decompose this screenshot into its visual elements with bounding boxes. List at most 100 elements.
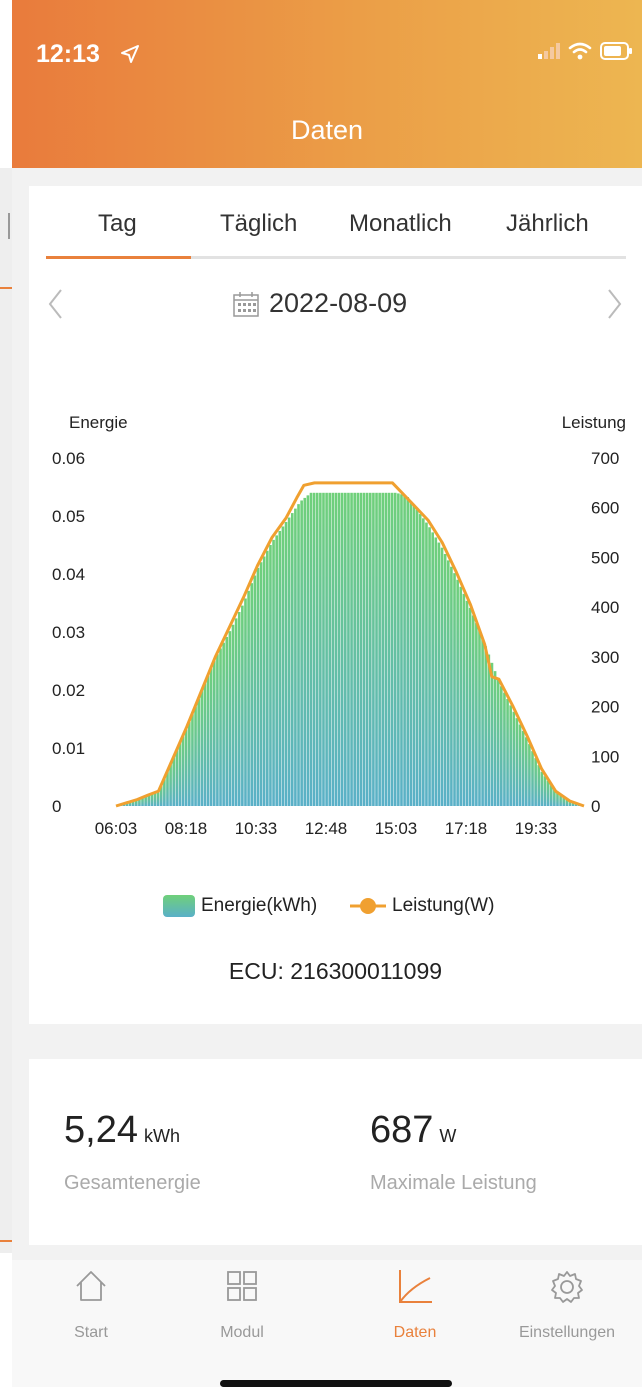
energy-bar — [169, 764, 172, 806]
energy-bar — [503, 692, 506, 806]
energy-bar — [524, 737, 528, 806]
energy-bar — [225, 636, 229, 806]
energy-bar — [490, 662, 494, 806]
energy-bar — [347, 492, 350, 806]
tab-track — [46, 256, 626, 259]
right-tick-label: 100 — [591, 747, 619, 766]
summary-card: 5,24 kWh Gesamtenergie 687 W Maximale Leis… — [29, 1059, 642, 1245]
energy-bar — [562, 797, 566, 806]
x-tick-label: 15:03 — [375, 819, 418, 838]
left-axis-title: Energie — [69, 413, 128, 432]
energy-bar — [212, 660, 216, 806]
energy-bar — [446, 560, 450, 806]
chevron-right-icon[interactable] — [604, 288, 624, 320]
energy-bar — [203, 683, 207, 806]
tab-jaehrlich[interactable]: Jährlich — [506, 210, 589, 237]
tabbar-start-label: Start — [74, 1324, 108, 1341]
energy-bar — [434, 537, 438, 806]
tab-tag[interactable]: Tag — [98, 210, 137, 237]
left-tick-label: 0.03 — [52, 623, 85, 642]
right-axis-title: Leistung — [562, 413, 626, 432]
calendar-icon[interactable] — [232, 290, 260, 318]
right-tick-label: 600 — [591, 499, 619, 518]
axis-ticks: 0.06 0.05 0.04 0.03 0.02 0.01 0 700 600 500 400 300… — [52, 449, 619, 838]
tabbar-modul[interactable]: Modul — [167, 1260, 317, 1350]
energy-bar — [543, 776, 547, 806]
right-tick-label: 700 — [591, 449, 619, 468]
energy-bar — [266, 550, 269, 806]
tab-taeglich[interactable]: Täglich — [220, 210, 298, 237]
energy-bar — [256, 567, 260, 806]
energy-bar — [219, 648, 222, 806]
x-tick-label: 08:18 — [165, 819, 208, 838]
tab-active-indicator — [46, 256, 191, 259]
chevron-left-icon[interactable] — [46, 288, 66, 320]
energy-bar — [450, 566, 453, 806]
tabbar-start[interactable]: Start — [16, 1260, 166, 1350]
energy-bar — [515, 718, 519, 806]
ecu-id: 216300011099 — [290, 958, 443, 984]
x-tick-label: 06:03 — [95, 819, 138, 838]
energy-bar — [400, 494, 403, 806]
energy-bar — [231, 624, 235, 806]
ecu-label: ECU: — [228, 958, 284, 984]
left-tick-label: 0.04 — [52, 565, 85, 584]
energy-bar — [325, 492, 328, 806]
energy-bar — [178, 743, 182, 806]
x-tick-label: 19:33 — [515, 819, 558, 838]
energy-bar — [200, 691, 204, 806]
right-tick-label: 500 — [591, 548, 619, 567]
date-label[interactable]: 2022-08-09 — [269, 288, 408, 318]
max-power-value: 687 — [370, 1109, 434, 1151]
energy-bar — [131, 801, 135, 806]
energy-bar — [440, 547, 444, 806]
max-power-unit: W — [439, 1126, 457, 1146]
tabbar-einstellungen-label: Einstellungen — [518, 1324, 616, 1341]
energy-bar — [496, 679, 500, 806]
legend-energy[interactable]: Energie(kWh) — [163, 890, 317, 922]
energy-bar — [406, 497, 410, 806]
energy-bar — [465, 600, 469, 806]
home-indicator[interactable] — [220, 1380, 452, 1387]
energy-bar — [559, 795, 562, 806]
background-divider — [8, 213, 10, 239]
tab-monatlich[interactable]: Monatlich — [349, 210, 452, 237]
energy-bar — [297, 504, 300, 806]
energy-bar — [290, 513, 294, 806]
energy-bar — [172, 757, 176, 806]
energy-bar — [534, 758, 537, 806]
energy-bar — [181, 736, 185, 806]
energy-bar — [384, 492, 388, 806]
legend-power-label: Leistung(W) — [392, 895, 495, 916]
energy-bar — [493, 671, 497, 806]
tabbar-daten[interactable]: Daten — [340, 1260, 490, 1350]
energy-bar — [334, 492, 338, 806]
energy-bar — [309, 492, 313, 806]
signal-icon — [538, 43, 560, 59]
energy-bar — [403, 495, 406, 806]
energy-bar — [471, 615, 475, 806]
energy-bar — [197, 698, 200, 806]
home-icon — [76, 1271, 106, 1301]
energy-bar — [528, 744, 531, 806]
ecu-info: ECU: 216300011099 — [29, 958, 642, 985]
energy-bar — [312, 492, 316, 806]
energy-bar — [350, 492, 353, 806]
energy-bar — [163, 778, 166, 806]
energy-bar — [378, 492, 381, 806]
energy-bar — [365, 492, 369, 806]
right-tick-label: 200 — [591, 698, 619, 717]
tabbar-einstellungen[interactable]: Einstellungen — [492, 1260, 642, 1350]
energy-bar — [306, 495, 310, 806]
energy-bar — [356, 492, 360, 806]
legend-power[interactable]: Leistung(W) — [350, 890, 494, 922]
x-tick-label: 17:18 — [445, 819, 488, 838]
energy-bar — [138, 799, 141, 806]
max-power-label: Maximale Leistung — [370, 1172, 537, 1194]
energy-swatch-icon — [163, 895, 195, 917]
x-tick-label: 10:33 — [235, 819, 278, 838]
energy-bar — [166, 771, 169, 806]
energy-bar — [481, 638, 484, 806]
energy-bar — [546, 780, 550, 806]
energy-bar — [574, 803, 578, 806]
